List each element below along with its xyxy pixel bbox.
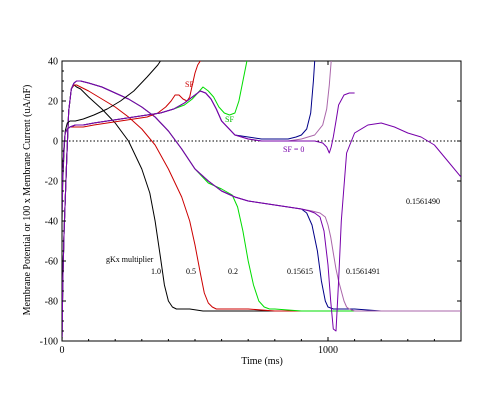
gkx-multiplier-header: gKx multiplier [106, 255, 154, 264]
multiplier-label-1-0: 1.0 [151, 267, 161, 276]
multiplier-label-0-2: 0.2 [228, 267, 238, 276]
multiplier-label-0-1561490: 0.1561490 [406, 197, 440, 206]
series-voltage-g1-0 [62, 84, 461, 341]
y-tick-label: 0 [53, 137, 58, 148]
y-tick-label: -40 [45, 217, 58, 228]
sf-zero-label: SF = 0 [283, 145, 304, 154]
series-current-g0-1561490 [62, 90, 355, 212]
sf-label-green: SF [225, 115, 234, 124]
multiplier-label-0-1561491: 0.1561491 [346, 267, 380, 276]
series-voltage-g0-1561490 [62, 80, 461, 341]
series-layer [62, 61, 461, 341]
y-tick-label: 40 [48, 57, 58, 68]
sf-label-red: SF [185, 80, 194, 89]
multiplier-label-0-5: 0.5 [186, 267, 196, 276]
plot-frame [61, 60, 462, 342]
x-axis-label: Time (ms) [241, 356, 283, 367]
series-current-g0-5 [62, 61, 201, 212]
y-tick-label: -100 [40, 337, 58, 348]
y-tick-label: 20 [48, 97, 58, 108]
series-current-g0-15615 [62, 61, 316, 212]
x-tick-label: 1000 [318, 345, 338, 356]
y-tick-label: -20 [45, 177, 58, 188]
series-voltage-g0-15615 [62, 80, 461, 341]
series-current-g1-0 [62, 61, 162, 222]
multiplier-label-0-15615: 0.15615 [287, 267, 313, 276]
plot-border [61, 60, 462, 342]
y-axis-label: Membrane Potential or 100 x Membrane Cur… [22, 85, 33, 316]
series-voltage-g0-5 [62, 84, 461, 341]
axis-ticks: -100 -80 -60 -40 -20 0 20 40 0 1000 [40, 57, 461, 356]
series-voltage-g0-1561491 [62, 80, 461, 341]
series-voltage-g0-2 [62, 80, 461, 341]
y-tick-label: -80 [45, 297, 58, 308]
y-tick-label: -60 [45, 257, 58, 268]
x-tick-label: 0 [60, 345, 65, 356]
